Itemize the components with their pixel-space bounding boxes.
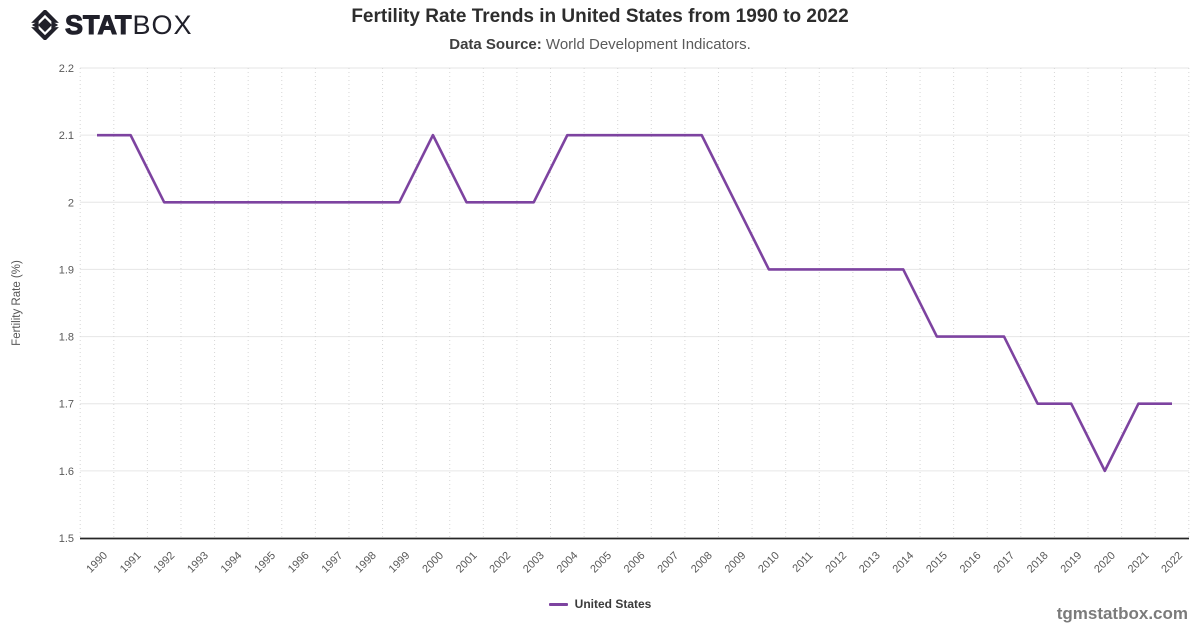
x-tick-label: 2011: [790, 550, 815, 575]
x-tick-label: 2012: [823, 550, 849, 576]
x-tick-label: 2002: [487, 550, 513, 576]
x-tick-label: 1990: [84, 550, 110, 576]
logo-wordmark: STAT BOX: [64, 9, 193, 41]
x-tick-label: 2015: [924, 550, 950, 576]
legend-item-united-states[interactable]: United States: [0, 597, 1200, 611]
page-title: Fertility Rate Trends in United States f…: [351, 6, 849, 27]
y-tick-label: 2: [68, 197, 74, 209]
x-tick-label: 2019: [1059, 550, 1085, 576]
x-tick-label: 2004: [555, 550, 581, 576]
x-tick-label: 1992: [152, 550, 178, 576]
watermark: tgmstatbox.com: [1056, 604, 1188, 623]
data-source-text: World Development Indicators.: [541, 36, 751, 53]
statbox-logo: STAT BOX: [30, 8, 193, 42]
data-source-subtitle: Data Source: World Development Indicator…: [0, 36, 1200, 53]
x-tick-label: 2010: [756, 550, 782, 576]
x-tick-label: 2009: [723, 550, 749, 576]
x-tick-label: 2005: [588, 550, 614, 576]
x-tick-label: 1995: [252, 550, 278, 576]
x-tick-label: 1991: [118, 550, 144, 576]
x-tick-label: 2008: [689, 550, 715, 576]
x-tick-label: 1997: [319, 550, 345, 576]
y-tick-label: 2.2: [59, 63, 74, 75]
logo-box-text: BOX: [132, 9, 193, 40]
x-tick-label: 2003: [521, 550, 547, 576]
legend-line-swatch: [548, 602, 568, 606]
x-tick-label: 2001: [454, 550, 480, 576]
y-tick-label: 1.8: [59, 332, 74, 344]
diamond-logo-icon: [30, 10, 60, 40]
x-tick-label: 2013: [857, 550, 883, 576]
x-tick-label: 2014: [891, 550, 917, 576]
y-tick-label: 1.9: [59, 264, 74, 276]
x-tick-label: 2022: [1159, 550, 1185, 576]
x-tick-label: 1999: [387, 550, 413, 576]
y-axis-title: Fertility Rate (%): [11, 260, 23, 346]
x-tick-label: 1998: [353, 550, 379, 576]
y-tick-label: 2.1: [59, 130, 74, 142]
x-tick-label: 2000: [420, 550, 446, 576]
x-tick-label: 1993: [185, 550, 211, 576]
x-tick-label: 2020: [1092, 550, 1118, 576]
y-tick-label: 1.6: [59, 466, 74, 478]
series-line-united-states: [97, 133, 1172, 473]
logo-stat-text: STAT: [64, 9, 132, 40]
x-tick-label: 2018: [1025, 550, 1051, 576]
x-tick-label: 2006: [622, 550, 648, 576]
x-tick-label: 1996: [286, 550, 312, 576]
data-source-label: Data Source:: [449, 36, 542, 53]
y-tick-label: 1.5: [59, 533, 74, 545]
legend-label: United States: [574, 597, 652, 611]
x-tick-label: 1994: [219, 550, 245, 576]
x-tick-label: 2007: [655, 550, 681, 576]
x-tick-label: 2016: [958, 550, 984, 576]
x-tick-label: 2017: [991, 550, 1017, 576]
y-tick-label: 1.7: [59, 399, 74, 411]
x-tick-label: 2021: [1126, 550, 1152, 576]
